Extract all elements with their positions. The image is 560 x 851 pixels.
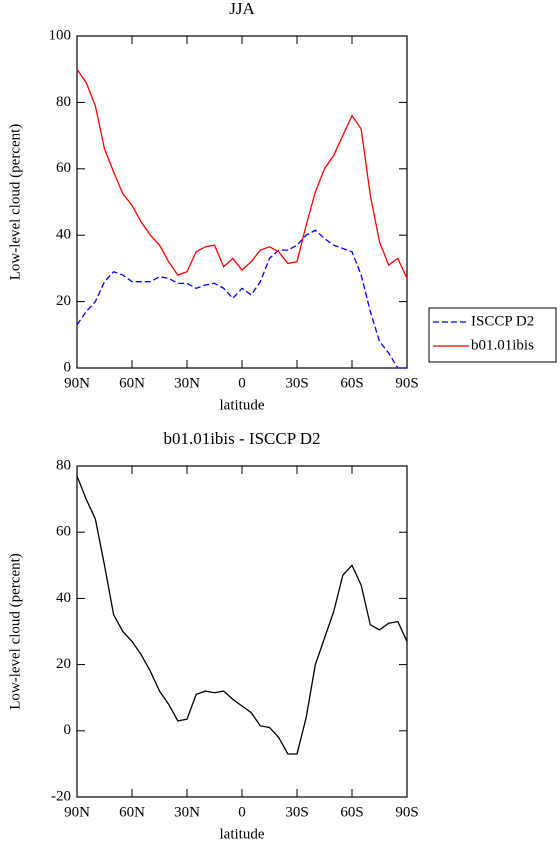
x-tick-label: 30S — [285, 375, 308, 391]
y-tick-label: 0 — [64, 722, 72, 738]
y-tick-label: 80 — [56, 457, 71, 473]
y-tick-label: 20 — [56, 293, 71, 309]
series-line — [76, 229, 407, 369]
y-tick-label: 0 — [64, 359, 72, 375]
y-tick-label: 60 — [56, 160, 71, 176]
y-tick-label: -20 — [51, 788, 71, 804]
series-line — [76, 68, 408, 279]
y-tick-label: 40 — [56, 590, 71, 606]
x-tick-label: 0 — [238, 804, 246, 820]
legend-label: b01.01ibis — [471, 337, 534, 353]
y-axis-label: Low-level cloud (percent) — [7, 124, 23, 281]
x-tick-label: 90N — [64, 375, 90, 391]
x-tick-label: 30S — [285, 804, 308, 820]
x-axis-label: latitude — [220, 826, 265, 842]
x-tick-label: 0 — [238, 375, 246, 391]
x-tick-label: 30N — [174, 375, 200, 391]
y-tick-label: 80 — [56, 94, 71, 110]
legend-label: ISCCP D2 — [471, 313, 534, 329]
plot-frame — [76, 35, 408, 369]
y-axis-label: Low-level cloud (percent) — [7, 553, 23, 710]
x-axis-label: latitude — [220, 397, 265, 413]
chart-title: b01.01ibis - ISCCP D2 — [163, 429, 320, 448]
y-tick-label: 60 — [56, 524, 71, 540]
x-tick-label: 60S — [340, 804, 363, 820]
x-tick-label: 90N — [64, 804, 90, 820]
x-tick-label: 30N — [174, 804, 200, 820]
chart-title: JJA — [229, 0, 255, 18]
y-tick-label: 100 — [49, 27, 72, 43]
x-tick-label: 60N — [119, 804, 145, 820]
legend-box — [428, 307, 557, 363]
y-tick-label: 40 — [56, 227, 71, 243]
x-tick-label: 90S — [395, 804, 418, 820]
x-tick-label: 60S — [340, 375, 363, 391]
y-tick-label: 20 — [56, 656, 71, 672]
x-tick-label: 90S — [395, 375, 418, 391]
series-line — [76, 475, 408, 755]
x-tick-label: 60N — [119, 375, 145, 391]
plot-frame — [76, 465, 408, 798]
